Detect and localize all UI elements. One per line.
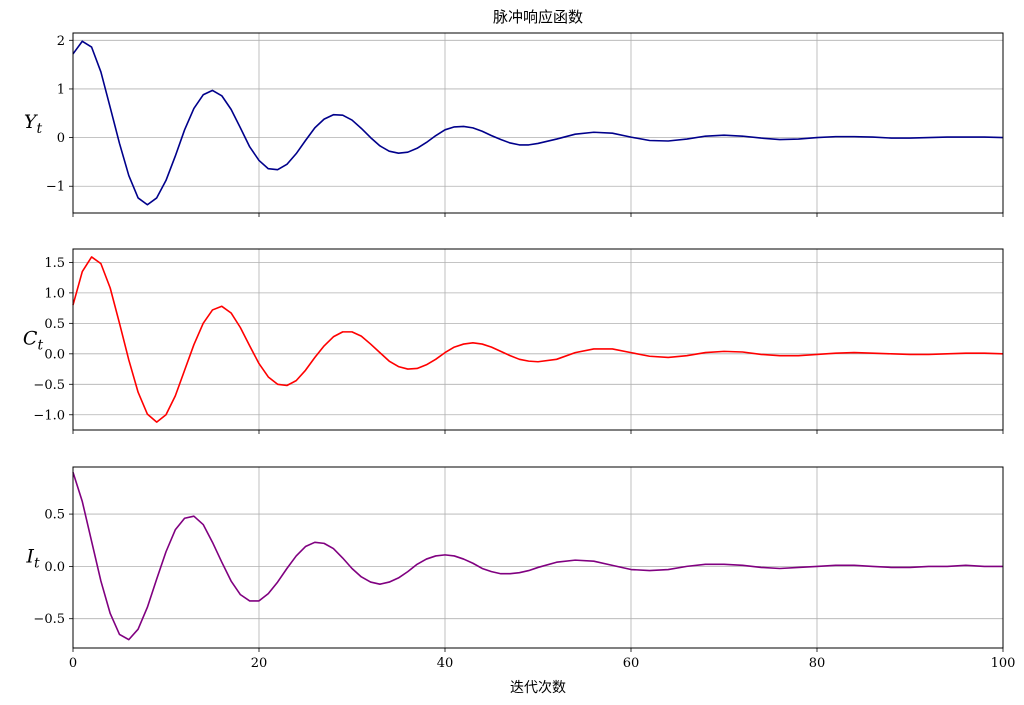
x-tick-label: 60 bbox=[623, 656, 640, 671]
subplot-yt: 2 1 0 −1 Yt bbox=[24, 32, 1004, 217]
y-axis-label-subscript: t bbox=[37, 338, 43, 354]
axes-frame bbox=[72, 248, 1004, 431]
series-line-it bbox=[72, 471, 1003, 641]
y-tick-label: 0.5 bbox=[44, 508, 65, 523]
y-axis-label-subscript: t bbox=[34, 556, 40, 572]
y-tick-label: −1 bbox=[46, 180, 65, 195]
subplot-ct: 1.5 1.0 0.5 0.0 −0.5 −1.0 Ct bbox=[23, 248, 1004, 434]
x-tick-label: 100 bbox=[991, 656, 1016, 671]
y-axis-label-main: C bbox=[23, 328, 38, 350]
y-tick-label: 0.0 bbox=[44, 560, 65, 575]
x-tick-label: 80 bbox=[809, 656, 826, 671]
y-axis-label-subscript: t bbox=[36, 121, 42, 137]
y-tick-label: 1 bbox=[57, 82, 65, 97]
y-tick-label: −1.0 bbox=[33, 408, 65, 423]
x-tick-label: 0 bbox=[69, 656, 77, 671]
x-axis-label: 迭代次数 bbox=[510, 680, 566, 696]
series-line-ct bbox=[72, 256, 1004, 423]
y-tick-label: 1.5 bbox=[44, 256, 65, 271]
y-axis-label-main: I bbox=[25, 546, 34, 568]
axes-frame bbox=[72, 32, 1004, 214]
subplot-it: 0 20 40 60 80 100 0.5 0.0 −0.5 It bbox=[25, 466, 1016, 671]
y-axis-label-yt: Yt bbox=[24, 111, 43, 137]
y-tick-label: 0.0 bbox=[44, 347, 65, 362]
series-line-yt bbox=[72, 40, 1004, 206]
y-tick-label: 0.5 bbox=[44, 317, 65, 332]
axes-frame bbox=[72, 466, 1004, 649]
chart-title: 脉冲响应函数 bbox=[493, 8, 583, 26]
y-axis-label-main: Y bbox=[24, 111, 39, 133]
y-axis-label-it: It bbox=[25, 546, 40, 572]
y-tick-label: −0.5 bbox=[33, 378, 65, 393]
y-tick-label: 1.0 bbox=[44, 286, 65, 301]
y-tick-label: −0.5 bbox=[33, 612, 65, 627]
x-tick-label: 40 bbox=[437, 656, 454, 671]
y-tick-label: 2 bbox=[57, 34, 65, 49]
y-tick-label: 0 bbox=[57, 131, 65, 146]
x-tick-label: 20 bbox=[251, 656, 268, 671]
y-axis-label-ct: Ct bbox=[23, 328, 44, 354]
